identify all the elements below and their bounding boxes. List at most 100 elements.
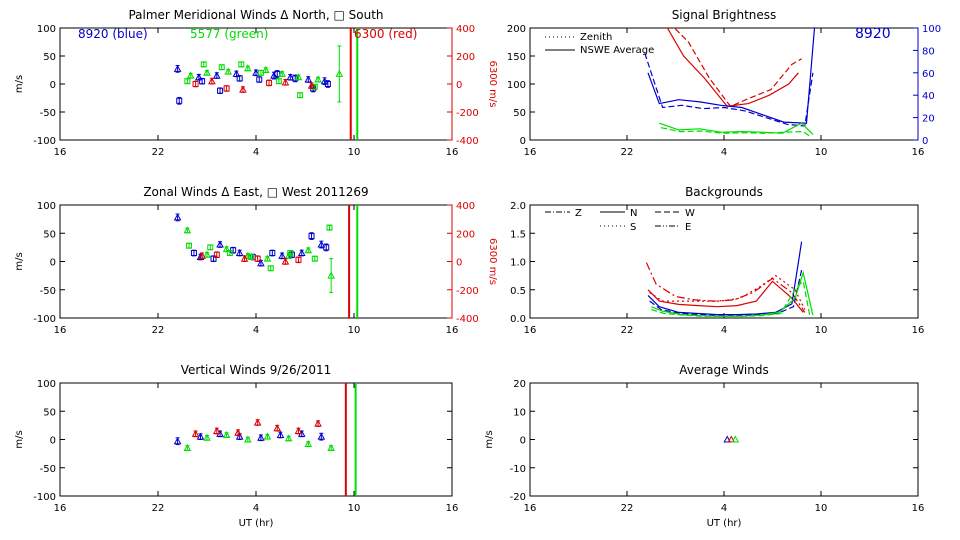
data-point-triangle (327, 271, 335, 279)
series-line (644, 53, 814, 127)
annotation-8920: 8920 (855, 26, 891, 42)
data-layer (644, 28, 816, 138)
x-tick-label: 16 (524, 325, 537, 336)
data-point-triangle (173, 437, 182, 445)
data-point-triangle (173, 64, 182, 72)
x-axis-label: UT (hr) (239, 518, 274, 529)
x-tick-label: 10 (348, 325, 361, 336)
y2-tick-label: 0 (456, 258, 462, 269)
data-point-square (223, 85, 230, 92)
y2-tick-label: 400 (456, 201, 475, 212)
data-point-triangle (235, 432, 244, 440)
data-point-square (275, 78, 282, 85)
y2-tick-label: -200 (456, 286, 479, 297)
series-line (660, 127, 812, 138)
data-point-triangle (232, 69, 241, 77)
data-point-triangle (240, 254, 249, 262)
data-point-square (326, 224, 333, 231)
data-point-square (324, 81, 331, 87)
data-point-triangle (727, 435, 736, 443)
data-point-square (311, 255, 318, 262)
y-tick-label: -100 (33, 314, 56, 325)
x-tick-label: 16 (912, 325, 925, 336)
data-point-square (226, 250, 233, 257)
y-tick-label: 100 (37, 201, 56, 212)
x-tick-label: 22 (621, 325, 634, 336)
data-point-triangle (263, 432, 272, 440)
data-point-triangle (278, 251, 286, 259)
data-point-triangle (284, 434, 293, 442)
x-tick-label: 10 (815, 325, 828, 336)
chart-backgrounds: Backgrounds 16 22 4 10 16 2.0 1.5 1.0 0.5 0.0 Z N W S E (510, 185, 924, 336)
chart-zonal: Zonal Winds Δ East, □ West 2011269 16 22 4 1… (14, 185, 498, 336)
data-point-square (308, 233, 315, 240)
y2-tick-label: 60 (922, 69, 935, 80)
data-point-triangle (294, 73, 303, 81)
chart-title: Vertical Winds 9/26/2011 (181, 363, 332, 377)
data-point-triangle (203, 433, 211, 441)
y2-tick-label: -200 (456, 108, 479, 119)
data-layer (173, 28, 359, 140)
data-point-square (213, 251, 220, 258)
data-point-triangle (234, 428, 242, 436)
y-tick-label: 1.5 (510, 229, 526, 240)
y-tick-label: 0 (50, 258, 56, 269)
plot-frame (529, 382, 919, 497)
y-axis-label: m/s (14, 75, 25, 93)
y2-tick-label: -400 (456, 314, 479, 325)
x-tick-label: 10 (348, 147, 361, 158)
data-point-triangle (235, 248, 244, 257)
data-point-triangle (186, 71, 195, 79)
data-point-triangle (281, 78, 290, 86)
chart-title: Zonal Winds Δ East, □ West 2011269 (143, 185, 368, 199)
annotation-blue: 8920 (blue) (78, 27, 148, 41)
data-layer (173, 383, 357, 496)
data-point-triangle (263, 254, 272, 262)
data-point-triangle (243, 435, 252, 443)
data-point-triangle (194, 73, 203, 81)
x-tick-label: 16 (912, 147, 925, 158)
data-point-triangle (212, 426, 221, 435)
y2-tick-label: 200 (456, 52, 475, 63)
y-tick-label: 100 (507, 80, 526, 91)
data-point-triangle (257, 433, 265, 441)
data-point-triangle (317, 240, 326, 248)
data-point-triangle (183, 226, 192, 234)
data-point-triangle (281, 257, 290, 265)
data-point-triangle (216, 240, 224, 248)
x-tick-label: 22 (152, 503, 165, 514)
data-point-triangle (314, 419, 322, 427)
y-tick-label: 50 (43, 229, 56, 240)
y-tick-label: -50 (40, 286, 56, 297)
y-tick-label: 0 (50, 80, 56, 91)
x-tick-label: 16 (54, 503, 67, 514)
x-tick-label: 4 (253, 325, 259, 336)
x-tick-label: 4 (721, 325, 727, 336)
chart-title: Palmer Meridional Winds Δ North, □ South (128, 8, 383, 22)
data-point-triangle (314, 75, 322, 83)
data-point-square (184, 78, 191, 85)
y-tick-label: 0.0 (510, 314, 526, 325)
y-tick-label: 50 (43, 407, 56, 418)
data-point-triangle (212, 71, 221, 79)
data-point-square (218, 64, 225, 71)
annotation-green: 5577 (green) (190, 27, 268, 41)
y2-axis-label: 6300 m/s (487, 238, 498, 285)
data-point-triangle (294, 426, 303, 435)
x-tick-label: 16 (524, 503, 537, 514)
data-point-square (186, 242, 193, 249)
data-point-triangle (723, 435, 732, 443)
y-tick-label: 0.5 (510, 286, 526, 297)
series-line (666, 28, 799, 108)
data-point-square (200, 61, 207, 68)
y2-tick-label: 100 (922, 24, 941, 35)
y2-tick-label: 0 (456, 80, 462, 91)
chart-average: Average Winds 16 22 4 10 16 20 10 0 -10 -20 m/s UT (… (484, 363, 924, 529)
data-point-triangle (286, 73, 295, 81)
legend-label-zenith: Zenith (580, 32, 612, 43)
data-point-triangle (327, 443, 335, 451)
x-tick-label: 16 (524, 147, 537, 158)
data-point-square (292, 75, 299, 82)
data-point-triangle (203, 68, 211, 76)
